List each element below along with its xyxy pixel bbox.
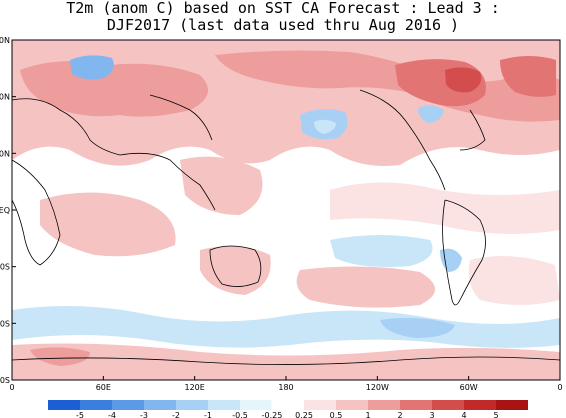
warm-core-greenland	[500, 56, 556, 97]
lat-label: 30N	[0, 149, 10, 158]
colorbar-label: -1	[204, 411, 212, 418]
colorbar-label: -0.25	[262, 411, 283, 418]
warm-region-atlantic	[215, 50, 560, 122]
colorbar-label: 4	[461, 411, 466, 418]
colorbar-label: 0.25	[295, 411, 313, 418]
colorbar-label: 0.5	[330, 411, 343, 418]
colorbar-swatch	[176, 400, 208, 410]
colorbar-label: -2	[172, 411, 180, 418]
lat-label: 30S	[0, 263, 10, 272]
colorbar-swatch	[464, 400, 496, 410]
colorbar-swatch	[112, 400, 144, 410]
colorbar-swatch	[304, 400, 336, 410]
colorbar: -5 -4 -3 -2 -1 -0.5 -0.25 0.25 0.5 1 2 3 4 5	[48, 399, 528, 418]
warm-region-south-pacific	[296, 266, 435, 308]
coastline-north-america	[359, 89, 486, 191]
lon-label: 180	[278, 383, 293, 392]
map-title-line-1: T2m (anom C) based on SST CA Forecast : …	[66, 0, 500, 17]
colorbar-label: -3	[140, 411, 148, 418]
warm-core-antarctic	[30, 347, 90, 366]
lon-label: 120E	[185, 383, 205, 392]
lon-label: 60W	[460, 383, 478, 392]
lat-label: 60S	[0, 319, 10, 328]
colorbar-swatch	[240, 400, 272, 410]
cool-core-north-pacific	[314, 119, 336, 134]
lat-labels: 90N 60N 30N EQ 30S 60S 90S	[0, 36, 16, 385]
colorbar-swatch	[271, 399, 305, 411]
coastline-australia	[209, 245, 262, 287]
colorbar-swatch	[496, 400, 528, 410]
cool-region-hudson	[418, 105, 444, 123]
colorbar-swatch	[400, 400, 432, 410]
warm-region-indian-ocean	[40, 192, 176, 257]
anomaly-fill	[12, 40, 560, 380]
colorbar-label: 5	[493, 411, 498, 418]
warm-region-australia	[200, 246, 271, 295]
cool-core-southern-ocean	[380, 317, 455, 338]
coastline-antarctica	[12, 356, 560, 365]
coastline-south-america	[442, 199, 486, 306]
warm-band-antarctic	[12, 343, 560, 380]
colorbar-label: 3	[429, 411, 434, 418]
warm-core-siberia	[445, 67, 482, 93]
coastlines	[12, 89, 560, 365]
lon-labels: 0 60E 120E 180 120W 60W 0	[9, 376, 563, 392]
lat-label: EQ	[0, 206, 10, 215]
coastline-eurasia	[12, 94, 216, 211]
lon-label: 120W	[366, 383, 389, 392]
warm-region-south-atlantic	[468, 256, 560, 305]
colorbar-swatch	[208, 400, 240, 410]
warm-region-west-pacific	[180, 156, 263, 215]
colorbar-swatch	[368, 400, 400, 410]
colorbar-label: -5	[76, 411, 84, 418]
colorbar-swatch	[80, 400, 112, 410]
colorbar-label: -4	[108, 411, 116, 418]
colorbar-label: 1	[365, 411, 370, 418]
lat-label: 90S	[0, 376, 10, 385]
warm-region-tropics-east	[330, 182, 560, 234]
lon-label: 0	[557, 383, 562, 392]
coastline-africa	[12, 159, 61, 266]
lon-label: 0	[9, 383, 14, 392]
lat-label: 90N	[0, 36, 10, 45]
cool-region-scandinavia	[70, 55, 114, 80]
colorbar-swatch	[48, 400, 80, 410]
lat-label: 60N	[0, 93, 10, 102]
map-title-line-2: DJF2017 (last data used thru Aug 2016 )	[106, 16, 460, 34]
cool-region-tropical-pacific	[330, 235, 433, 267]
colorbar-swatch	[336, 400, 368, 410]
colorbar-swatch	[144, 400, 176, 410]
colorbar-swatch	[432, 400, 464, 410]
warm-region-eurasia	[20, 61, 208, 117]
lon-label: 60E	[96, 383, 111, 392]
cool-region-south-america	[440, 248, 462, 272]
colorbar-label: -0.5	[232, 411, 248, 418]
colorbar-label: 2	[397, 411, 402, 418]
